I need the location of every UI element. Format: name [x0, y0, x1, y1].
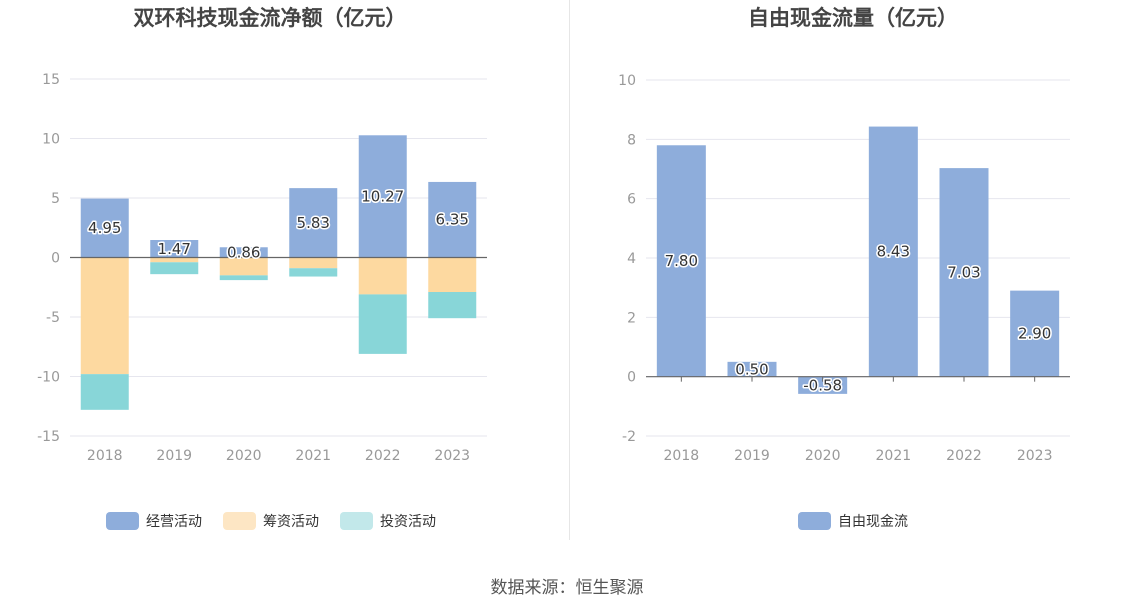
y-tick-label: 2: [627, 310, 636, 326]
left-data-labels: 4.95 1.47 0.86 5.83 10.27 6.35: [87, 186, 471, 263]
bar-2019: [150, 240, 199, 258]
x-tick-label: 2023: [1017, 448, 1053, 464]
y-tick-label: 0: [627, 370, 636, 386]
data-label: 1.47: [158, 240, 191, 258]
data-label: 8.43: [877, 243, 910, 261]
bar-2020: [219, 275, 268, 281]
bar-2021: [289, 257, 338, 269]
y-tick-label: -5: [46, 310, 60, 326]
bar-2021: [868, 126, 918, 377]
right-y-tick-labels: 10 8 6 4 2 0 -2: [618, 73, 636, 445]
y-tick-label: 0: [51, 251, 60, 267]
bar-2019: [150, 257, 199, 263]
y-tick-label: 5: [51, 191, 60, 207]
bar-2020: [219, 257, 268, 276]
bar-2020: [798, 376, 848, 394]
y-tick-label: -15: [37, 429, 60, 445]
right-zero-axis: [646, 376, 1070, 382]
bar-2022: [358, 294, 407, 354]
data-label: 4.95: [88, 219, 121, 237]
x-tick-label: 2021: [295, 448, 331, 464]
data-label: 10.27: [361, 187, 404, 205]
x-tick-label: 2022: [946, 448, 982, 464]
legend-label: 投资活动: [380, 514, 436, 530]
legend-swatch: [340, 512, 373, 530]
right-x-tick-labels: 2018 2019 2020 2021 2022 2023: [664, 448, 1053, 464]
legend-label: 自由现金流: [838, 514, 908, 530]
bar-2019: [727, 361, 777, 377]
legend-swatch: [223, 512, 256, 530]
bar-2023: [1010, 290, 1060, 377]
x-tick-label: 2021: [876, 448, 912, 464]
x-tick-label: 2019: [156, 448, 192, 464]
y-tick-label: 4: [627, 251, 636, 267]
bar-2022: [358, 135, 407, 258]
y-tick-label: 8: [627, 132, 636, 148]
left-legend: 经营活动 筹资活动 投资活动: [106, 512, 436, 530]
x-tick-label: 2019: [734, 448, 770, 464]
data-label: 7.03: [947, 263, 980, 281]
bar-2022: [939, 168, 989, 377]
left-x-tick-labels: 2018 2019 2020 2021 2022 2023: [87, 448, 470, 464]
data-label: 0.86: [227, 243, 260, 261]
legend-item[interactable]: 自由现金流: [798, 512, 908, 530]
right-gridlines: [646, 79, 1070, 437]
x-tick-label: 2022: [365, 448, 401, 464]
data-label: 2.90: [1018, 325, 1051, 343]
y-tick-label: 10: [42, 132, 60, 148]
right-data-labels: 7.80 0.50 -0.58 8.43 7.03 2.90: [663, 241, 1053, 396]
left-y-tick-labels: 15 10 5 0 -5 -10 -15: [37, 72, 60, 445]
legend-swatch: [106, 512, 139, 530]
bar-2018: [80, 374, 129, 410]
bar-2018: [80, 198, 129, 258]
data-label: 6.35: [436, 211, 469, 229]
data-label: 7.80: [665, 252, 698, 270]
x-tick-label: 2018: [664, 448, 700, 464]
bar-2023: [428, 181, 477, 258]
legend-label: 经营活动: [146, 514, 202, 530]
right-bars: [656, 126, 1060, 394]
x-tick-label: 2018: [87, 448, 123, 464]
legend-item[interactable]: 投资活动: [340, 512, 436, 530]
legend-item[interactable]: 经营活动: [106, 512, 202, 530]
x-tick-label: 2020: [226, 448, 262, 464]
legend-swatch: [798, 512, 831, 530]
bar-2023: [428, 292, 477, 319]
bar-2023: [428, 257, 477, 293]
right-chart-title: 自由现金流量（亿元）: [748, 6, 958, 30]
bar-2021: [289, 268, 338, 277]
source-note: 数据来源：恒生聚源: [491, 578, 644, 598]
bar-2018: [80, 257, 129, 375]
data-label: -0.58: [803, 376, 842, 394]
legend-label: 筹资活动: [263, 513, 319, 530]
legend-item[interactable]: 筹资活动: [223, 512, 319, 530]
bar-2020: [219, 247, 268, 258]
left-chart: 双环科技现金流净额（亿元） 15 10 5 0 -5 -10 -15 4.95 1.47 0.8…: [37, 6, 487, 530]
bar-2021: [289, 188, 338, 258]
left-bars: [80, 135, 477, 410]
bar-2019: [150, 262, 199, 275]
x-tick-label: 2023: [434, 448, 470, 464]
right-legend: 自由现金流: [798, 512, 908, 530]
y-tick-label: 6: [627, 192, 636, 208]
y-tick-label: -10: [37, 370, 60, 386]
left-chart-title: 双环科技现金流净额（亿元）: [134, 6, 407, 30]
y-tick-label: 15: [42, 72, 60, 88]
y-tick-label: -2: [622, 429, 636, 445]
bar-2022: [358, 257, 407, 295]
bar-2018: [656, 145, 706, 377]
data-label: 5.83: [297, 214, 330, 232]
x-tick-label: 2020: [805, 448, 841, 464]
data-label: 0.50: [735, 360, 768, 378]
y-tick-label: 10: [618, 73, 636, 89]
